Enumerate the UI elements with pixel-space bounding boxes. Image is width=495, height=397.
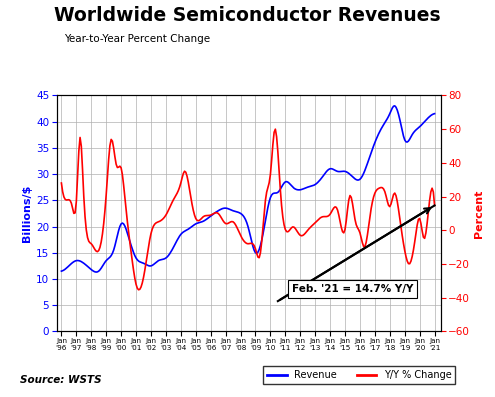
Text: Source: WSTS: Source: WSTS — [20, 375, 101, 385]
Text: Worldwide Semiconductor Revenues: Worldwide Semiconductor Revenues — [54, 6, 441, 25]
Legend: Revenue, Y/Y % Change: Revenue, Y/Y % Change — [263, 366, 455, 384]
Y-axis label: Percent: Percent — [474, 189, 484, 237]
Y-axis label: Billions/$: Billions/$ — [22, 185, 32, 242]
Text: Feb. '21 = 14.7% Y/Y: Feb. '21 = 14.7% Y/Y — [292, 284, 413, 294]
Text: Year-to-Year Percent Change: Year-to-Year Percent Change — [64, 34, 210, 44]
